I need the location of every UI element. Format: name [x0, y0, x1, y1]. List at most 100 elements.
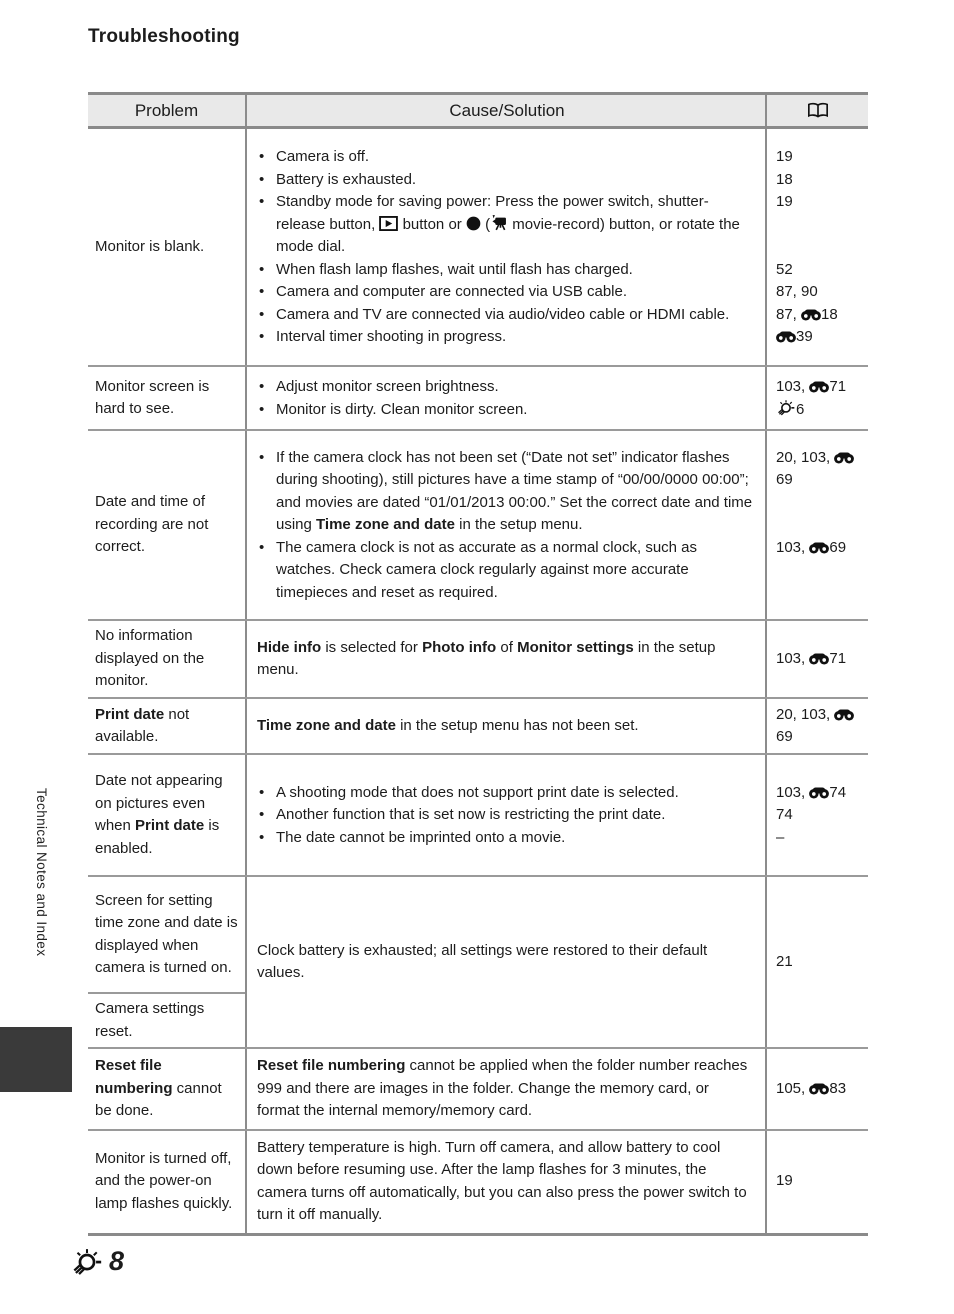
- bullet: •: [259, 148, 265, 166]
- cause-ref-line: • Camera and computer are connected via U…: [247, 281, 868, 304]
- cause-cell: Time zone and date in the setup menu has…: [247, 709, 767, 744]
- ref-text: 74: [776, 806, 793, 824]
- problem-cell: No information displayed on the monitor.: [88, 621, 247, 697]
- cause-ref-line: • Battery is exhausted. 18: [247, 169, 868, 192]
- problem-text: Monitor is blank.: [95, 237, 205, 255]
- cause-text: If the camera clock has not been set (“D…: [276, 448, 753, 534]
- problem-text: Monitor screen is hard to see.: [95, 377, 210, 418]
- cause-cell: Clock battery is exhausted; all settings…: [247, 934, 767, 991]
- page-footer: 8: [70, 1246, 124, 1277]
- cause-cell: • A shooting mode that does not support p…: [247, 782, 767, 805]
- table-row: Print date not available. Time zone and d…: [88, 699, 868, 755]
- cause-cell: • Camera is off.: [247, 146, 767, 169]
- reference-icon: [776, 331, 796, 343]
- reference-icon: [809, 1083, 830, 1095]
- ref-text: 52: [776, 260, 793, 278]
- movie-record-icon: [490, 214, 508, 231]
- bullet: •: [259, 170, 265, 188]
- problem-text: Date not appearing on pictures even when…: [95, 772, 223, 857]
- cause-ref-line: Reset file numbering cannot be applied w…: [247, 1049, 868, 1129]
- cause-ref-line: • When flash lamp flashes, wait until fla…: [247, 259, 868, 282]
- bullet: •: [259, 783, 265, 801]
- reference-icon: [809, 381, 830, 393]
- problem-text: Reset file numbering cannot be done.: [95, 1057, 222, 1119]
- ref-cell: 74: [767, 804, 868, 827]
- cause-text: Time zone and date in the setup menu has…: [257, 716, 639, 734]
- problem-text: Date and time of recording are not corre…: [95, 493, 209, 556]
- table-body: Monitor is blank. • Camera is off. 19 • Batte…: [88, 129, 868, 1233]
- ref-cell: 20, 103, 69: [767, 447, 868, 537]
- column-divider: [765, 699, 767, 753]
- table-row: Reset file numbering cannot be done. Rese…: [88, 1049, 868, 1131]
- column-divider: [765, 877, 767, 1047]
- cause-text: Battery is exhausted.: [276, 170, 417, 188]
- cause-text: Standby mode for saving power: Press the…: [276, 193, 740, 256]
- ref-text: 19: [776, 148, 793, 166]
- ref-cell: 19: [767, 146, 868, 169]
- cause-ref-line: • The date cannot be imprinted onto a mov…: [247, 827, 868, 850]
- reference-icon: [809, 787, 830, 799]
- bullet: •: [259, 400, 265, 418]
- cause-cell: • Camera and computer are connected via U…: [247, 281, 767, 304]
- ref-text: 103, 69: [776, 538, 847, 556]
- table-row: Monitor screen is hard to see. • Adjust mo…: [88, 367, 868, 431]
- ref-cell: 19: [767, 1168, 868, 1195]
- problem-cell: Date not appearing on pictures even when…: [88, 755, 247, 875]
- cause-cell: • When flash lamp flashes, wait until fla…: [247, 259, 767, 282]
- bullet: •: [259, 305, 265, 323]
- ref-text: 21: [776, 952, 793, 970]
- cause-text: Camera is off.: [276, 148, 370, 166]
- problem-cell: Screen for setting time zone and date is…: [88, 877, 247, 1047]
- problem-cell: Monitor screen is hard to see.: [88, 367, 247, 429]
- table-row: Monitor is turned off, and the power-on …: [88, 1130, 868, 1233]
- cause-ref-line: • A shooting mode that does not support p…: [247, 782, 868, 805]
- cause-text: A shooting mode that does not support pr…: [276, 783, 679, 801]
- cause-cell: • The camera clock is not as accurate as …: [247, 537, 767, 605]
- cause-ref-area: • A shooting mode that does not support p…: [247, 755, 868, 875]
- ref-cell: 6: [767, 399, 868, 422]
- cause-ref-line: • Interval timer shooting in progress. 39: [247, 326, 868, 349]
- ref-cell: 19: [767, 191, 868, 259]
- cause-ref-line: • Camera is off. 19: [247, 146, 868, 169]
- ref-text: 103, 71: [776, 649, 847, 667]
- problem-text: Monitor is turned off, and the power-on …: [95, 1149, 233, 1212]
- torch-icon: [70, 1247, 104, 1276]
- page-number: 8: [109, 1246, 125, 1276]
- ref-cell: 103, 71: [767, 646, 868, 673]
- cause-text: Interval timer shooting in progress.: [276, 328, 507, 346]
- cause-text: When flash lamp flashes, wait until flas…: [276, 260, 633, 278]
- ref-text: 87, 18: [776, 305, 838, 323]
- problem-text: Print date not available.: [95, 705, 190, 746]
- problem-text: Screen for setting time zone and date is…: [88, 877, 245, 994]
- bullet: •: [259, 538, 265, 556]
- cause-cell: • Battery is exhausted.: [247, 169, 767, 192]
- ref-text: 103, 71: [776, 378, 847, 395]
- problem-text: No information displayed on the monitor.: [95, 627, 205, 690]
- bullet: •: [259, 193, 265, 211]
- cause-cell: • The date cannot be imprinted onto a mov…: [247, 827, 767, 850]
- cause-ref-line: • Adjust monitor screen brightness. 103, 7…: [247, 376, 868, 399]
- reference-icon: [834, 709, 855, 721]
- table-row: No information displayed on the monitor.…: [88, 621, 868, 699]
- book-icon: [807, 102, 829, 119]
- cause-text: Monitor is dirty. Clean monitor screen.: [276, 400, 528, 418]
- page-title: Troubleshooting: [88, 26, 240, 47]
- column-divider: [765, 367, 767, 429]
- header-problem: Problem: [88, 95, 247, 126]
- table-row: Monitor is blank. • Camera is off. 19 • Batte…: [88, 129, 868, 367]
- cause-ref-area: • If the camera clock has not been set (“…: [247, 431, 868, 619]
- cause-cell: Battery temperature is high. Turn off ca…: [247, 1131, 767, 1233]
- header-cause-solution: Cause/Solution: [449, 100, 565, 120]
- cause-ref-line: Battery temperature is high. Turn off ca…: [247, 1131, 868, 1233]
- ref-cell: 21: [767, 949, 868, 976]
- problem-cell: Monitor is blank.: [88, 129, 247, 365]
- table-header-row: Problem Cause/Solution: [88, 92, 868, 129]
- problem-cell: Print date not available.: [88, 699, 247, 753]
- ref-cell: –: [767, 827, 868, 850]
- cause-cell: • Another function that is set now is res…: [247, 804, 767, 827]
- problem-cell: Monitor is turned off, and the power-on …: [88, 1130, 247, 1233]
- ref-cell: 39: [767, 326, 868, 349]
- bullet: •: [259, 378, 265, 395]
- torch-icon: [776, 399, 796, 416]
- sidebar-section-label: Technical Notes and Index: [34, 788, 49, 957]
